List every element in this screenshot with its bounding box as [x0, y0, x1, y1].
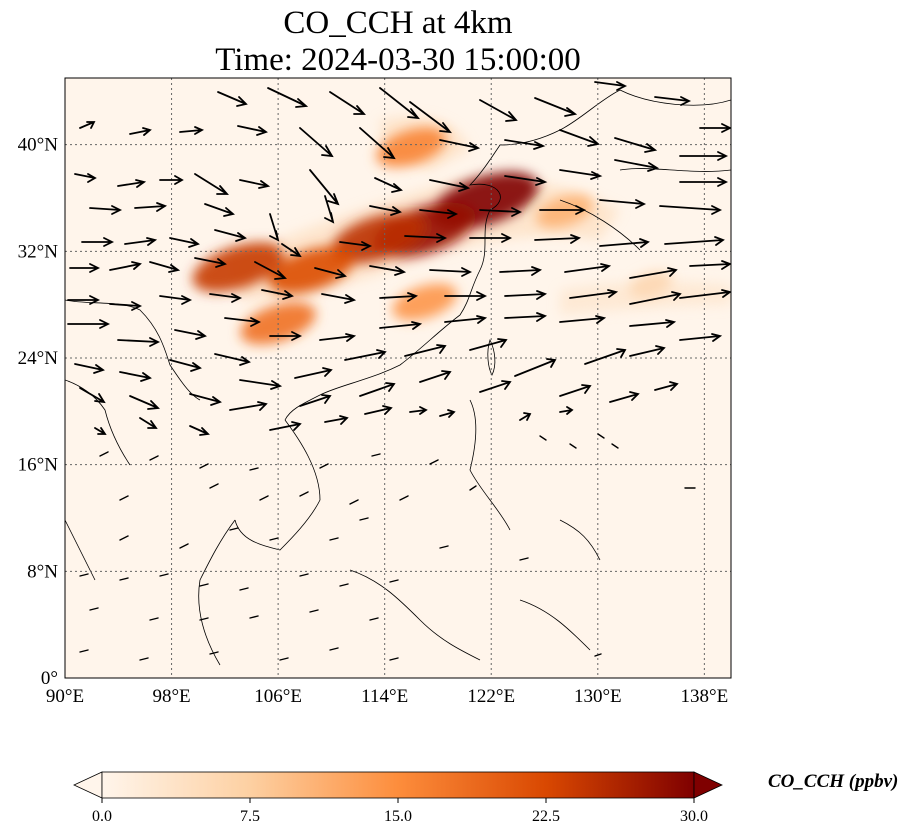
- gridlines: [65, 78, 731, 678]
- wind-arrow-row-2: [79, 121, 729, 161]
- wind-arrow-row-12: [99, 433, 696, 489]
- lon-tick-label: 138°E: [681, 686, 729, 707]
- wind-arrow-row-10: [79, 370, 679, 411]
- lon-tick-label: 122°E: [467, 686, 515, 707]
- colorbar-tick-label: 15.0: [384, 808, 412, 825]
- co-plume: [330, 212, 426, 264]
- lat-tick-label: 0°: [41, 668, 58, 689]
- wind-arrow-row-4: [89, 195, 723, 242]
- colorbar-gradient: [101, 771, 695, 799]
- wind-arrow-row-1: [217, 81, 731, 134]
- lon-tick-label: 114°E: [361, 686, 408, 707]
- co-plume: [536, 194, 593, 228]
- lat-tick-label: 8°N: [27, 561, 58, 582]
- map-title-line2: Time: 2024-03-30 15:00:00: [215, 42, 581, 78]
- wind-arrow-row-3: [74, 159, 729, 206]
- colorbar-tick-label: 0.0: [92, 808, 112, 825]
- map-background: [65, 78, 731, 678]
- wind-arrow-row-5: [81, 229, 725, 258]
- longitude-ticks: 90°E 98°E 106°E 114°E 122°E 130°E 138°E: [46, 686, 728, 707]
- map-frame: [64, 77, 732, 679]
- map-title-line1: CO_CCH at 4km: [283, 5, 513, 41]
- colorbar-high-extend: [693, 771, 723, 799]
- lon-tick-label: 106°E: [254, 686, 302, 707]
- wind-vectors: [67, 81, 731, 661]
- lat-tick-label: 24°N: [18, 348, 59, 369]
- lat-tick-label: 32°N: [18, 241, 59, 262]
- wind-arrow-row-8: [67, 312, 723, 347]
- colorbar-tick-label: 30.0: [680, 808, 708, 825]
- colorbar-ticks: 0.0 7.5 15.0 22.5 30.0: [92, 798, 708, 825]
- co-plume: [629, 271, 673, 299]
- lat-tick-label: 16°N: [18, 455, 59, 476]
- colorbar-low-extend: [73, 771, 103, 799]
- wind-arrow-row-14: [79, 573, 602, 661]
- latitude-ticks: 0° 8°N 16°N 24°N 32°N 40°N: [18, 135, 59, 689]
- wind-arrow-row-13: [119, 483, 529, 561]
- colorbar-tick-label: 7.5: [240, 808, 260, 825]
- lon-tick-label: 90°E: [46, 686, 84, 707]
- co-plume: [268, 246, 355, 294]
- colorbar: 0.0 7.5 15.0 22.5 30.0 CO_CCH (ppbv): [73, 771, 898, 825]
- lon-tick-label: 98°E: [152, 686, 190, 707]
- co-plume: [192, 242, 284, 293]
- wind-arrow-row-6: [69, 257, 731, 280]
- wind-arrow-row-7: [67, 289, 731, 311]
- lon-tick-label: 130°E: [574, 686, 622, 707]
- colorbar-label: CO_CCH (ppbv): [768, 771, 898, 792]
- lat-tick-label: 40°N: [18, 135, 59, 156]
- colorbar-tick-label: 22.5: [532, 808, 560, 825]
- wind-arrow-row-11: [94, 405, 574, 436]
- wind-arrow-row-9: [74, 338, 666, 390]
